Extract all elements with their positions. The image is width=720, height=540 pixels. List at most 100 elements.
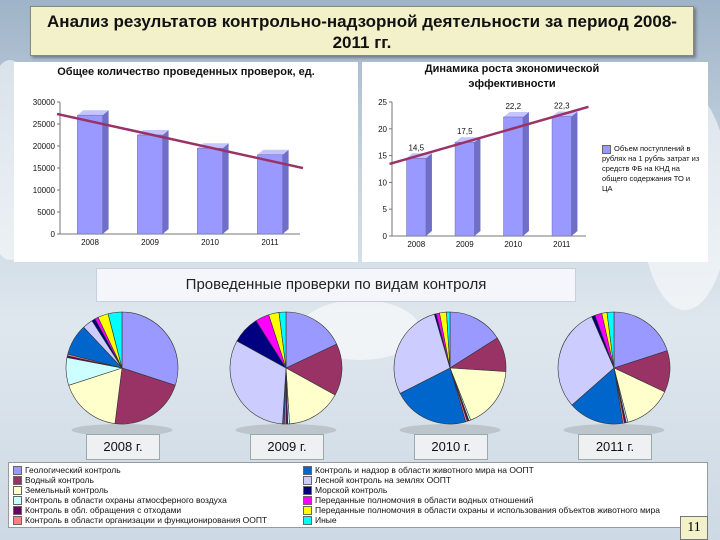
bar: [551, 116, 572, 237]
pie-slice: [121, 311, 179, 386]
bar-top: [257, 149, 289, 155]
legend-item: Иные: [303, 515, 337, 526]
efficiency-legend-label: Объем поступлений в рублях на 1 рубль за…: [602, 144, 700, 193]
x-tick-label: 2009: [456, 240, 474, 249]
legend-swatch: [13, 466, 22, 476]
efficiency-chart-title: Динамика роста экономической эффективнос…: [424, 63, 600, 90]
bar-top: [77, 110, 109, 116]
pie-shadow: [399, 424, 501, 436]
efficiency-chart-panel: Динамика роста экономической эффективнос…: [362, 62, 708, 262]
bar: [406, 158, 427, 237]
y-tick-label: 20000: [33, 142, 56, 151]
pie-slice: [114, 367, 176, 425]
pie-slice: [613, 311, 668, 369]
pie-slice: [449, 367, 507, 421]
pie-slice: [446, 311, 451, 369]
pie-slice: [449, 311, 498, 369]
pie-slice: [278, 311, 287, 369]
pie-slice: [68, 367, 123, 424]
year-label-2008: 2008 г.: [86, 434, 160, 460]
legend-label: Контроль и надзор в области животного ми…: [315, 465, 534, 475]
bar-side: [102, 110, 109, 234]
bar: [454, 141, 475, 237]
x-tick-label: 2011: [553, 240, 571, 249]
legend-item: Земельный контроль: [13, 485, 108, 496]
bar: [77, 114, 103, 235]
pie-slice: [393, 313, 451, 394]
legend-swatch: [13, 486, 22, 496]
pie-slice: [571, 367, 624, 425]
x-tick-label: 2008: [407, 240, 425, 249]
pie-legend: Геологический контроль Водный контроль З…: [8, 462, 708, 528]
y-tick-label: 5000: [37, 208, 55, 217]
legend-swatch: [303, 466, 312, 476]
legend-item: Морской контроль: [303, 485, 387, 496]
trend-line: [56, 112, 304, 170]
year-label-2010: 2010 г.: [414, 434, 488, 460]
bar-side: [425, 153, 432, 236]
legend-swatch: [13, 496, 22, 506]
year-label-2011: 2011 г.: [578, 434, 652, 460]
checks-count-bar-chart: 0 5000 10000 15000 20000 25000 30000 2008 2009 20…: [33, 98, 304, 247]
pie-slice: [557, 316, 615, 406]
bar-side: [162, 130, 169, 234]
legend-item: Лесной контроль на землях ООПТ: [303, 475, 451, 486]
data-label: 14,5: [408, 143, 424, 152]
legend-item: Контроль в обл. обращения с отходами: [13, 505, 182, 516]
pie-shadow: [563, 424, 665, 436]
x-tick-label: 2009: [141, 238, 159, 247]
legend-swatch: [303, 496, 312, 506]
pie-slice: [285, 367, 336, 425]
bar-side: [522, 112, 529, 236]
y-tick-label: 15000: [33, 164, 56, 173]
year-label-2009: 2009 г.: [250, 434, 324, 460]
legend-swatch: [303, 516, 312, 526]
y-tick-label: 20: [378, 125, 387, 134]
x-tick-label: 2008: [81, 238, 99, 247]
bar-top: [503, 112, 529, 118]
x-tick-label: 2010: [201, 238, 219, 247]
pie-slice: [606, 311, 615, 369]
y-tick-label: 15: [378, 152, 387, 161]
slide-title: Анализ результатов контрольно-надзорной …: [30, 6, 694, 56]
y-tick-label: 5: [383, 205, 388, 214]
pie-slice: [399, 367, 466, 425]
checks-count-chart-panel: Общее количество проведенных проверок, е…: [14, 62, 358, 262]
bar: [137, 134, 163, 235]
legend-swatch: [303, 506, 312, 516]
bar: [257, 154, 283, 235]
y-tick-label: 25: [378, 98, 387, 107]
legend-item: Контроль в области охраны атмосферного в…: [13, 495, 227, 506]
legend-label: Водный контроль: [25, 475, 94, 485]
y-tick-label: 30000: [33, 98, 56, 107]
pie-slice: [229, 340, 287, 425]
legend-item: Водный контроль: [13, 475, 94, 486]
legend-item: Геологический контроль: [13, 465, 121, 476]
legend-item: Переданные полномочия в области охраны и…: [303, 505, 660, 516]
bar: [197, 147, 223, 235]
y-tick-label: 10000: [33, 186, 56, 195]
data-label: 22,2: [505, 102, 521, 111]
legend-swatch: [303, 486, 312, 496]
bar-side: [282, 149, 289, 234]
checks-count-chart-title: Общее количество проведенных проверок, е…: [57, 66, 315, 78]
data-label: 17,5: [457, 127, 473, 136]
legend-swatch: [13, 506, 22, 516]
bar-side: [222, 143, 229, 234]
pie-slice: [107, 311, 123, 369]
legend-label: Геологический контроль: [25, 465, 121, 475]
pie-shadow: [71, 424, 173, 436]
x-tick-label: 2010: [504, 240, 522, 249]
legend-swatch: [602, 144, 611, 154]
legend-label: Контроль в области организации и функцио…: [25, 515, 268, 525]
bar-side: [571, 111, 578, 236]
y-tick-label: 25000: [33, 120, 56, 129]
legend-label: Контроль в области охраны атмосферного в…: [25, 495, 227, 505]
x-tick-label: 2011: [261, 238, 279, 247]
legend-label: Контроль в обл. обращения с отходами: [25, 505, 182, 515]
bar-side: [474, 137, 481, 236]
efficiency-bar-chart: 0 5 10 15 20 25 2008 14,5 2009 17,5 2010 22,2 2011 22…: [378, 98, 589, 249]
legend-label: Иные: [315, 515, 337, 525]
pie-slice: [285, 343, 343, 396]
legend-item: Контроль в области организации и функцио…: [13, 515, 268, 526]
